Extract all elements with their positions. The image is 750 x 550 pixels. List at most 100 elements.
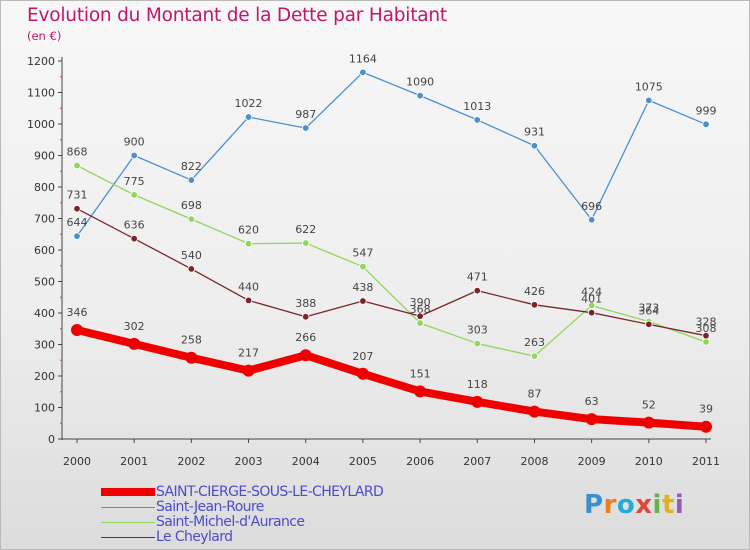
- x-tick-label: 2007: [463, 455, 491, 468]
- y-tick-label: 800: [34, 181, 55, 194]
- data-label: 999: [696, 104, 717, 117]
- data-point: [702, 338, 710, 346]
- y-tick-label: 100: [34, 402, 55, 415]
- data-label: 900: [124, 136, 145, 149]
- data-label: 440: [238, 280, 259, 293]
- legend-label: Saint-Jean-Roure: [156, 499, 264, 515]
- legend-swatch: [101, 488, 155, 496]
- y-tick-label: 600: [34, 244, 55, 257]
- data-label: 696: [581, 200, 602, 213]
- data-label: 1090: [406, 76, 434, 89]
- chart-unit-label: (en €): [27, 29, 62, 43]
- data-point: [359, 68, 367, 77]
- x-tick-label: 2005: [349, 455, 377, 468]
- data-point: [587, 216, 596, 224]
- data-point: [645, 96, 653, 105]
- data-label: 368: [410, 303, 431, 316]
- data-label: 731: [67, 189, 88, 202]
- data-label: 258: [181, 334, 202, 347]
- data-label: 636: [124, 219, 145, 232]
- data-label: 426: [524, 285, 545, 298]
- chart-legend: SAINT-CIERGE-SOUS-LE-CHEYLARD Saint-Jean-…: [99, 485, 479, 545]
- legend-item: Saint-Jean-Roure: [99, 500, 479, 515]
- data-label: 263: [524, 336, 545, 349]
- data-point: [473, 116, 481, 124]
- data-label: 822: [181, 160, 202, 173]
- data-label: 1164: [349, 52, 377, 65]
- legend-label: Le Cheylard: [156, 529, 233, 545]
- data-point: [299, 349, 312, 362]
- x-tick-label: 2011: [692, 455, 720, 468]
- legend-swatch: [101, 537, 155, 538]
- x-tick-label: 2009: [578, 455, 606, 468]
- data-point: [187, 215, 196, 223]
- series-line: [73, 326, 710, 431]
- data-point: [187, 176, 196, 184]
- legend-label: Saint-Michel-d'Aurance: [156, 514, 305, 530]
- logo-letter: i: [674, 490, 685, 520]
- data-point: [530, 352, 539, 360]
- data-label: 424: [581, 285, 602, 298]
- data-label: 217: [238, 347, 259, 360]
- data-point: [645, 320, 653, 329]
- data-label: 540: [181, 249, 202, 262]
- logo-letter: t: [661, 490, 675, 520]
- y-tick-label: 0: [48, 433, 55, 446]
- data-point: [73, 161, 81, 170]
- series-line: [76, 208, 707, 337]
- data-label: 1075: [635, 80, 663, 93]
- data-label: 401: [581, 293, 602, 306]
- data-point: [473, 286, 481, 295]
- y-tick-label: 1200: [27, 55, 55, 68]
- y-tick-label: 300: [34, 339, 55, 352]
- data-label: 775: [124, 175, 145, 188]
- data-point: [130, 191, 138, 199]
- data-label: 328: [696, 316, 717, 329]
- x-tick-label: 2000: [63, 455, 91, 468]
- data-label: 308: [696, 322, 717, 335]
- x-tick-label: 2002: [177, 455, 205, 468]
- y-tick-label: 1000: [27, 118, 55, 131]
- data-label: 207: [352, 350, 373, 363]
- data-label: 622: [295, 223, 316, 236]
- legend-swatch: [101, 522, 155, 523]
- data-point: [702, 331, 710, 340]
- data-point: [416, 319, 424, 327]
- data-point: [356, 367, 369, 380]
- data-label: 644: [67, 216, 88, 229]
- data-label: 63: [585, 395, 599, 408]
- logo-letter: P: [584, 490, 604, 520]
- chart-title: Evolution du Montant de la Dette par Hab…: [27, 5, 447, 26]
- data-point: [473, 339, 481, 348]
- data-label: 118: [467, 378, 488, 391]
- x-tick-label: 2001: [120, 455, 148, 468]
- data-label: 52: [642, 399, 656, 412]
- legend-swatch: [101, 507, 155, 508]
- data-label: 346: [67, 306, 88, 319]
- series-line: [76, 164, 707, 357]
- y-tick-label: 700: [34, 213, 55, 226]
- x-tick-label: 2010: [635, 455, 663, 468]
- data-point: [187, 265, 196, 273]
- data-label: 1013: [463, 100, 491, 113]
- data-point: [244, 113, 253, 121]
- y-tick-label: 900: [34, 150, 55, 163]
- x-tick-label: 2003: [235, 455, 263, 468]
- x-tick-label: 2008: [520, 455, 548, 468]
- data-point: [302, 239, 310, 247]
- data-label: 302: [124, 320, 145, 333]
- data-label: 698: [181, 199, 202, 212]
- data-point: [530, 301, 539, 309]
- y-tick-label: 200: [34, 370, 55, 383]
- data-point: [302, 124, 310, 132]
- data-point: [73, 205, 81, 213]
- data-point: [414, 385, 427, 398]
- logo-letter: i: [652, 490, 662, 520]
- y-tick-label: 1100: [27, 87, 55, 100]
- data-point: [587, 301, 596, 310]
- data-label: 620: [238, 224, 259, 237]
- data-label: 1022: [235, 97, 263, 110]
- data-label: 39: [699, 403, 713, 416]
